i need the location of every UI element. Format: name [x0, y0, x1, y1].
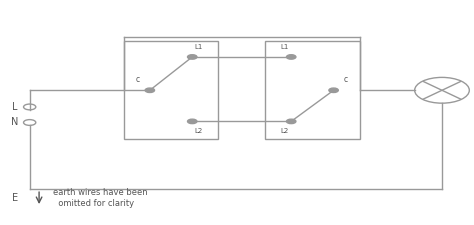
Text: L1: L1	[281, 44, 289, 50]
Text: earth wires have been: earth wires have been	[53, 188, 148, 197]
Text: E: E	[12, 193, 18, 203]
Text: c: c	[343, 75, 347, 84]
Circle shape	[188, 119, 197, 124]
Circle shape	[286, 119, 296, 124]
Circle shape	[188, 55, 197, 59]
Text: L1: L1	[195, 44, 203, 50]
Text: N: N	[10, 117, 18, 128]
Text: omitted for clarity: omitted for clarity	[53, 199, 134, 208]
Text: L2: L2	[281, 128, 289, 134]
Circle shape	[145, 88, 155, 92]
Text: L2: L2	[195, 128, 203, 134]
Circle shape	[286, 55, 296, 59]
Text: c: c	[136, 75, 140, 84]
Circle shape	[329, 88, 338, 92]
Text: L: L	[12, 102, 18, 112]
